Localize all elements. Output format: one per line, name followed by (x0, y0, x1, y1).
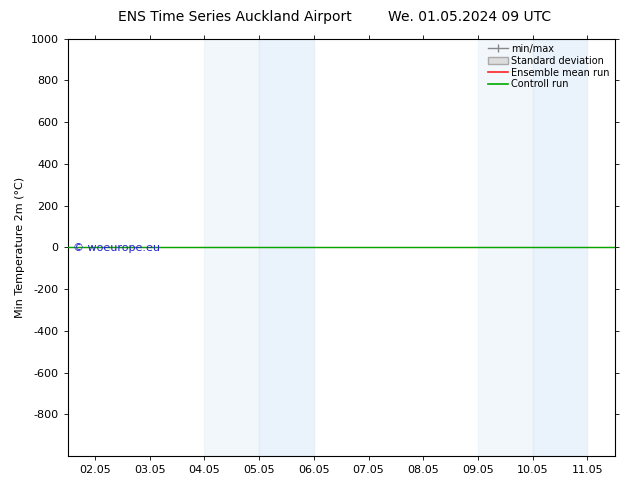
Text: © woeurope.eu: © woeurope.eu (73, 243, 160, 253)
Y-axis label: Min Temperature 2m (°C): Min Temperature 2m (°C) (15, 177, 25, 318)
Text: We. 01.05.2024 09 UTC: We. 01.05.2024 09 UTC (387, 10, 551, 24)
Bar (478, 39, 533, 456)
Bar (533, 39, 588, 456)
Bar (259, 39, 314, 456)
Legend: min/max, Standard deviation, Ensemble mean run, Controll run: min/max, Standard deviation, Ensemble me… (488, 44, 610, 90)
Text: ENS Time Series Auckland Airport: ENS Time Series Auckland Airport (118, 10, 351, 24)
Bar (204, 39, 259, 456)
